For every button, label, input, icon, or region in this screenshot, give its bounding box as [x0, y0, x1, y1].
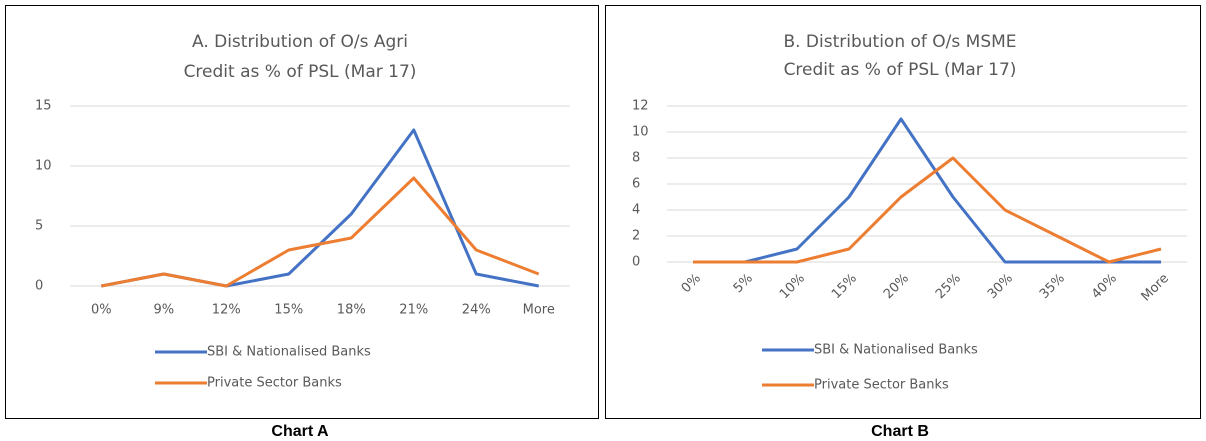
series-line [693, 156, 1162, 264]
chart-caption: Chart B [871, 423, 929, 440]
legend-label: SBI & Nationalised Banks [814, 343, 978, 358]
x-tick-label: 21% [399, 303, 428, 318]
x-tick-label: 40% [1089, 271, 1120, 302]
y-tick-label: 2 [632, 229, 640, 244]
x-tick-label: 15% [829, 271, 860, 302]
chart-a-border [5, 5, 599, 419]
y-tick-label: 15 [35, 99, 52, 114]
y-tick-label: 6 [632, 177, 640, 192]
legend-label: Private Sector Banks [814, 378, 949, 393]
x-tick-label: 35% [1037, 271, 1068, 302]
chart-title: B. Distribution of O/s MSME [783, 32, 1016, 52]
y-tick-label: 10 [35, 159, 52, 174]
x-tick-label: 5% [731, 271, 756, 296]
y-tick-label: 0 [632, 255, 640, 270]
series-line [100, 128, 540, 288]
y-tick-label: 8 [632, 151, 640, 166]
chart-title: A. Distribution of O/s Agri [192, 32, 408, 52]
x-tick-label: 30% [985, 271, 1016, 302]
x-tick-label: More [1139, 271, 1172, 304]
x-tick-label: 0% [679, 271, 704, 296]
y-tick-label: 4 [632, 203, 640, 218]
y-tick-label: 0 [35, 279, 43, 294]
x-tick-label: 20% [881, 271, 912, 302]
x-tick-label: 25% [933, 271, 964, 302]
x-tick-label: 10% [777, 271, 808, 302]
x-tick-label: 24% [462, 303, 491, 318]
chart-title: Credit as % of PSL (Mar 17) [184, 62, 417, 82]
x-tick-label: 18% [337, 303, 366, 318]
y-tick-label: 5 [35, 219, 43, 234]
chart-title: Credit as % of PSL (Mar 17) [784, 60, 1017, 80]
x-tick-label: More [523, 303, 555, 318]
chart-caption: Chart A [271, 423, 329, 440]
x-tick-label: 12% [212, 303, 241, 318]
y-tick-label: 10 [632, 125, 649, 140]
x-tick-label: 9% [153, 303, 174, 318]
x-tick-label: 15% [274, 303, 303, 318]
chart-b-border [605, 5, 1201, 419]
legend-label: Private Sector Banks [207, 376, 342, 391]
x-tick-label: 0% [91, 303, 112, 318]
legend-label: SBI & Nationalised Banks [207, 345, 371, 360]
y-tick-label: 12 [632, 99, 649, 114]
series-line [100, 176, 540, 288]
series-line [693, 117, 1161, 264]
